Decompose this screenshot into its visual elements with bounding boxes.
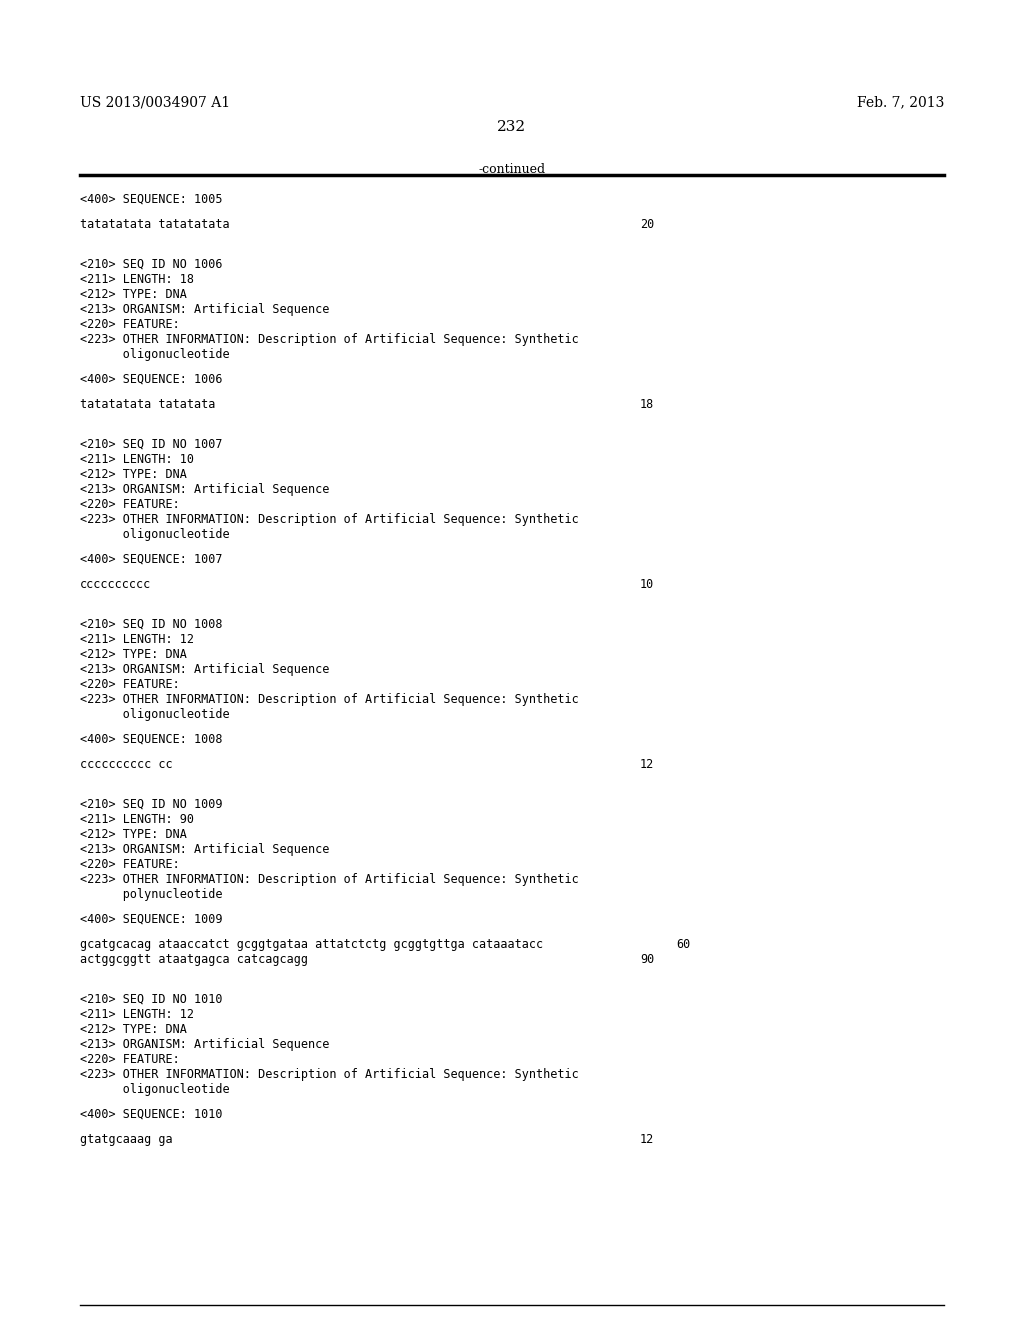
Text: actggcggtt ataatgagca catcagcagg: actggcggtt ataatgagca catcagcagg [80,953,308,966]
Text: <220> FEATURE:: <220> FEATURE: [80,498,180,511]
Text: cccccccccc cc: cccccccccc cc [80,758,173,771]
Text: -continued: -continued [478,162,546,176]
Text: <210> SEQ ID NO 1006: <210> SEQ ID NO 1006 [80,257,222,271]
Text: <212> TYPE: DNA: <212> TYPE: DNA [80,648,186,661]
Text: <212> TYPE: DNA: <212> TYPE: DNA [80,828,186,841]
Text: <213> ORGANISM: Artificial Sequence: <213> ORGANISM: Artificial Sequence [80,1038,330,1051]
Text: <211> LENGTH: 12: <211> LENGTH: 12 [80,1008,194,1020]
Text: oligonucleotide: oligonucleotide [80,348,229,360]
Text: <210> SEQ ID NO 1007: <210> SEQ ID NO 1007 [80,438,222,451]
Text: 18: 18 [640,399,654,411]
Text: <213> ORGANISM: Artificial Sequence: <213> ORGANISM: Artificial Sequence [80,663,330,676]
Text: Feb. 7, 2013: Feb. 7, 2013 [857,95,944,110]
Text: <400> SEQUENCE: 1005: <400> SEQUENCE: 1005 [80,193,222,206]
Text: <212> TYPE: DNA: <212> TYPE: DNA [80,1023,186,1036]
Text: <211> LENGTH: 12: <211> LENGTH: 12 [80,634,194,645]
Text: <220> FEATURE:: <220> FEATURE: [80,858,180,871]
Text: 232: 232 [498,120,526,135]
Text: <212> TYPE: DNA: <212> TYPE: DNA [80,469,186,480]
Text: oligonucleotide: oligonucleotide [80,1082,229,1096]
Text: 60: 60 [676,939,690,950]
Text: <400> SEQUENCE: 1006: <400> SEQUENCE: 1006 [80,374,222,385]
Text: 12: 12 [640,758,654,771]
Text: 10: 10 [640,578,654,591]
Text: <211> LENGTH: 90: <211> LENGTH: 90 [80,813,194,826]
Text: <210> SEQ ID NO 1010: <210> SEQ ID NO 1010 [80,993,222,1006]
Text: <223> OTHER INFORMATION: Description of Artificial Sequence: Synthetic: <223> OTHER INFORMATION: Description of … [80,693,579,706]
Text: <212> TYPE: DNA: <212> TYPE: DNA [80,288,186,301]
Text: tatatatata tatatatata: tatatatata tatatatata [80,218,229,231]
Text: <211> LENGTH: 10: <211> LENGTH: 10 [80,453,194,466]
Text: <400> SEQUENCE: 1007: <400> SEQUENCE: 1007 [80,553,222,566]
Text: <213> ORGANISM: Artificial Sequence: <213> ORGANISM: Artificial Sequence [80,483,330,496]
Text: cccccccccc: cccccccccc [80,578,152,591]
Text: <400> SEQUENCE: 1009: <400> SEQUENCE: 1009 [80,913,222,927]
Text: <210> SEQ ID NO 1009: <210> SEQ ID NO 1009 [80,799,222,810]
Text: <220> FEATURE:: <220> FEATURE: [80,318,180,331]
Text: oligonucleotide: oligonucleotide [80,708,229,721]
Text: <211> LENGTH: 18: <211> LENGTH: 18 [80,273,194,286]
Text: 90: 90 [640,953,654,966]
Text: <400> SEQUENCE: 1008: <400> SEQUENCE: 1008 [80,733,222,746]
Text: <213> ORGANISM: Artificial Sequence: <213> ORGANISM: Artificial Sequence [80,843,330,855]
Text: <213> ORGANISM: Artificial Sequence: <213> ORGANISM: Artificial Sequence [80,304,330,315]
Text: <223> OTHER INFORMATION: Description of Artificial Sequence: Synthetic: <223> OTHER INFORMATION: Description of … [80,1068,579,1081]
Text: tatatatata tatatata: tatatatata tatatata [80,399,215,411]
Text: oligonucleotide: oligonucleotide [80,528,229,541]
Text: <223> OTHER INFORMATION: Description of Artificial Sequence: Synthetic: <223> OTHER INFORMATION: Description of … [80,873,579,886]
Text: US 2013/0034907 A1: US 2013/0034907 A1 [80,95,230,110]
Text: <210> SEQ ID NO 1008: <210> SEQ ID NO 1008 [80,618,222,631]
Text: 20: 20 [640,218,654,231]
Text: <220> FEATURE:: <220> FEATURE: [80,1053,180,1067]
Text: polynucleotide: polynucleotide [80,888,222,902]
Text: gcatgcacag ataaccatct gcggtgataa attatctctg gcggtgttga cataaatacc: gcatgcacag ataaccatct gcggtgataa attatct… [80,939,543,950]
Text: <220> FEATURE:: <220> FEATURE: [80,678,180,690]
Text: <223> OTHER INFORMATION: Description of Artificial Sequence: Synthetic: <223> OTHER INFORMATION: Description of … [80,513,579,525]
Text: <223> OTHER INFORMATION: Description of Artificial Sequence: Synthetic: <223> OTHER INFORMATION: Description of … [80,333,579,346]
Text: <400> SEQUENCE: 1010: <400> SEQUENCE: 1010 [80,1107,222,1121]
Text: gtatgcaaag ga: gtatgcaaag ga [80,1133,173,1146]
Text: 12: 12 [640,1133,654,1146]
